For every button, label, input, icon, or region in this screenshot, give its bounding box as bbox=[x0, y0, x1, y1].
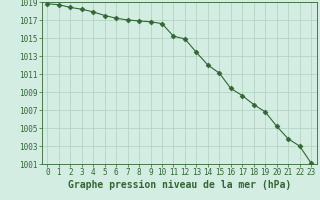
X-axis label: Graphe pression niveau de la mer (hPa): Graphe pression niveau de la mer (hPa) bbox=[68, 180, 291, 190]
